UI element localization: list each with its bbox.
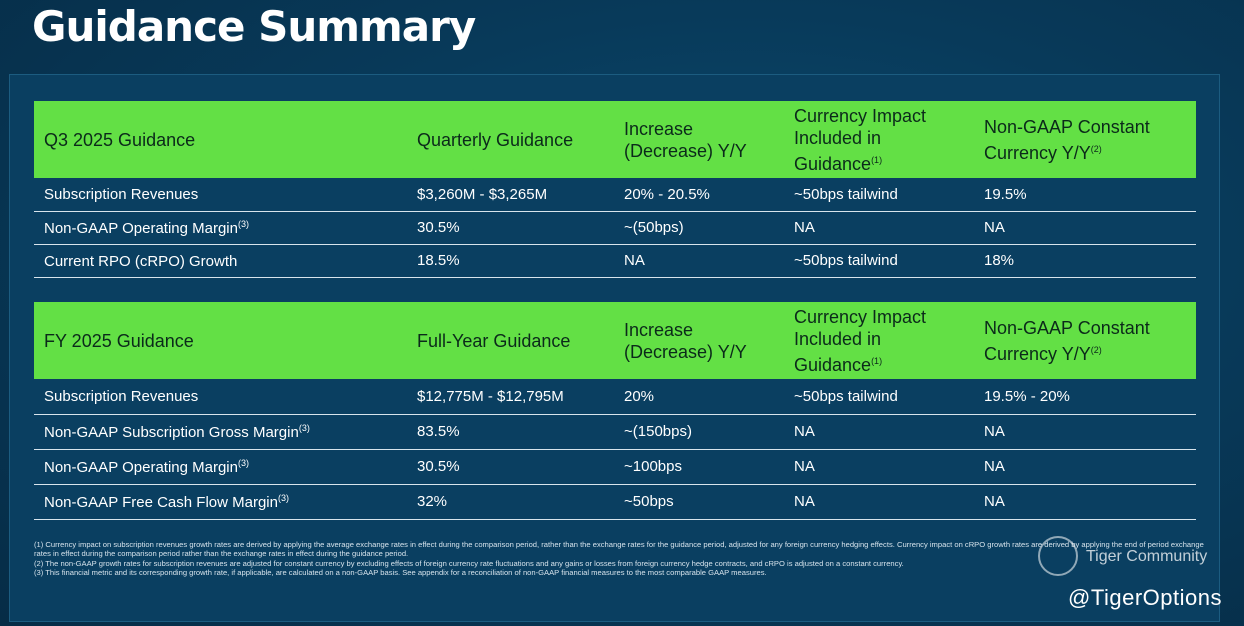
q3-header-currency: Currency Impact Included in Guidance(1) [784, 101, 974, 178]
table-row: Subscription Revenues $12,775M - $12,795… [34, 379, 1196, 415]
cell-change: 20% [614, 379, 784, 415]
fy-header-constant: Non-GAAP Constant Currency Y/Y(2) [974, 302, 1196, 379]
q3-header-constant: Non-GAAP Constant Currency Y/Y(2) [974, 101, 1196, 178]
row-label: Non-GAAP Subscription Gross Margin(3) [34, 414, 407, 450]
cell-guidance: 18.5% [407, 244, 614, 278]
footnote-ref: (1) [871, 154, 883, 165]
cell-constant: NA [974, 414, 1196, 450]
cell-currency: NA [784, 484, 974, 520]
table-row: Non-GAAP Subscription Gross Margin(3) 83… [34, 414, 1196, 450]
tiger-logo-icon [1038, 536, 1078, 576]
footnotes: (1) Currency impact on subscription reve… [34, 540, 1214, 578]
cell-currency: NA [784, 211, 974, 245]
cell-currency: NA [784, 449, 974, 485]
q3-header-row: Q3 2025 Guidance Quarterly Guidance Incr… [34, 101, 1196, 178]
cell-guidance: 30.5% [407, 449, 614, 485]
table-row: Subscription Revenues $3,260M - $3,265M … [34, 178, 1196, 212]
fy-guidance-table: FY 2025 Guidance Full-Year Guidance Incr… [34, 302, 1196, 520]
table-row: Non-GAAP Operating Margin(3) 30.5% ~(50b… [34, 211, 1196, 245]
cell-guidance: $12,775M - $12,795M [407, 379, 614, 415]
footnote-3: (3) This financial metric and its corres… [34, 568, 767, 578]
footnote-ref: (1) [871, 355, 883, 366]
q3-header-change: Increase (Decrease) Y/Y [614, 101, 784, 178]
fy-header-currency: Currency Impact Included in Guidance(1) [784, 302, 974, 379]
q3-header-period: Q3 2025 Guidance [34, 101, 407, 178]
cell-currency: NA [784, 414, 974, 450]
row-label: Subscription Revenues [34, 379, 407, 415]
cell-currency: ~50bps tailwind [784, 244, 974, 278]
cell-constant: NA [974, 484, 1196, 520]
fy-header-change: Increase (Decrease) Y/Y [614, 302, 784, 379]
q3-guidance-table: Q3 2025 Guidance Quarterly Guidance Incr… [34, 101, 1196, 278]
cell-constant: 19.5% [974, 178, 1196, 212]
fy-header-guidance: Full-Year Guidance [407, 302, 614, 379]
fy-header-row: FY 2025 Guidance Full-Year Guidance Incr… [34, 302, 1196, 379]
cell-currency: ~50bps tailwind [784, 379, 974, 415]
footnote-ref: (2) [1090, 143, 1102, 154]
watermark-handle: @TigerOptions [1068, 585, 1222, 610]
fy-header-period: FY 2025 Guidance [34, 302, 407, 379]
row-label: Subscription Revenues [34, 178, 407, 212]
cell-change: NA [614, 244, 784, 278]
cell-change: ~(50bps) [614, 211, 784, 245]
cell-change: 20% - 20.5% [614, 178, 784, 212]
page-title: Guidance Summary [32, 2, 476, 51]
cell-guidance: 32% [407, 484, 614, 520]
q3-header-guidance: Quarterly Guidance [407, 101, 614, 178]
table-row: Current RPO (cRPO) Growth 18.5% NA ~50bp… [34, 244, 1196, 278]
cell-guidance: 30.5% [407, 211, 614, 245]
row-label: Non-GAAP Free Cash Flow Margin(3) [34, 484, 407, 520]
footnote-2: (2) The non-GAAP growth rates for subscr… [34, 558, 904, 568]
footnote-ref: (2) [1090, 344, 1102, 355]
footnote-1: (1) Currency impact on subscription reve… [34, 540, 1204, 559]
watermark-text: Tiger Community [1086, 548, 1208, 565]
row-label: Non-GAAP Operating Margin(3) [34, 449, 407, 485]
cell-currency: ~50bps tailwind [784, 178, 974, 212]
cell-constant: 18% [974, 244, 1196, 278]
cell-change: ~(150bps) [614, 414, 784, 450]
cell-constant: 19.5% - 20% [974, 379, 1196, 415]
row-label: Non-GAAP Operating Margin(3) [34, 211, 407, 245]
table-row: Non-GAAP Free Cash Flow Margin(3) 32% ~5… [34, 484, 1196, 520]
watermark: Tiger Community [1038, 536, 1218, 576]
cell-constant: NA [974, 211, 1196, 245]
cell-guidance: $3,260M - $3,265M [407, 178, 614, 212]
table-row: Non-GAAP Operating Margin(3) 30.5% ~100b… [34, 449, 1196, 485]
cell-constant: NA [974, 449, 1196, 485]
row-label: Current RPO (cRPO) Growth [34, 244, 407, 278]
cell-change: ~50bps [614, 484, 784, 520]
cell-guidance: 83.5% [407, 414, 614, 450]
cell-change: ~100bps [614, 449, 784, 485]
